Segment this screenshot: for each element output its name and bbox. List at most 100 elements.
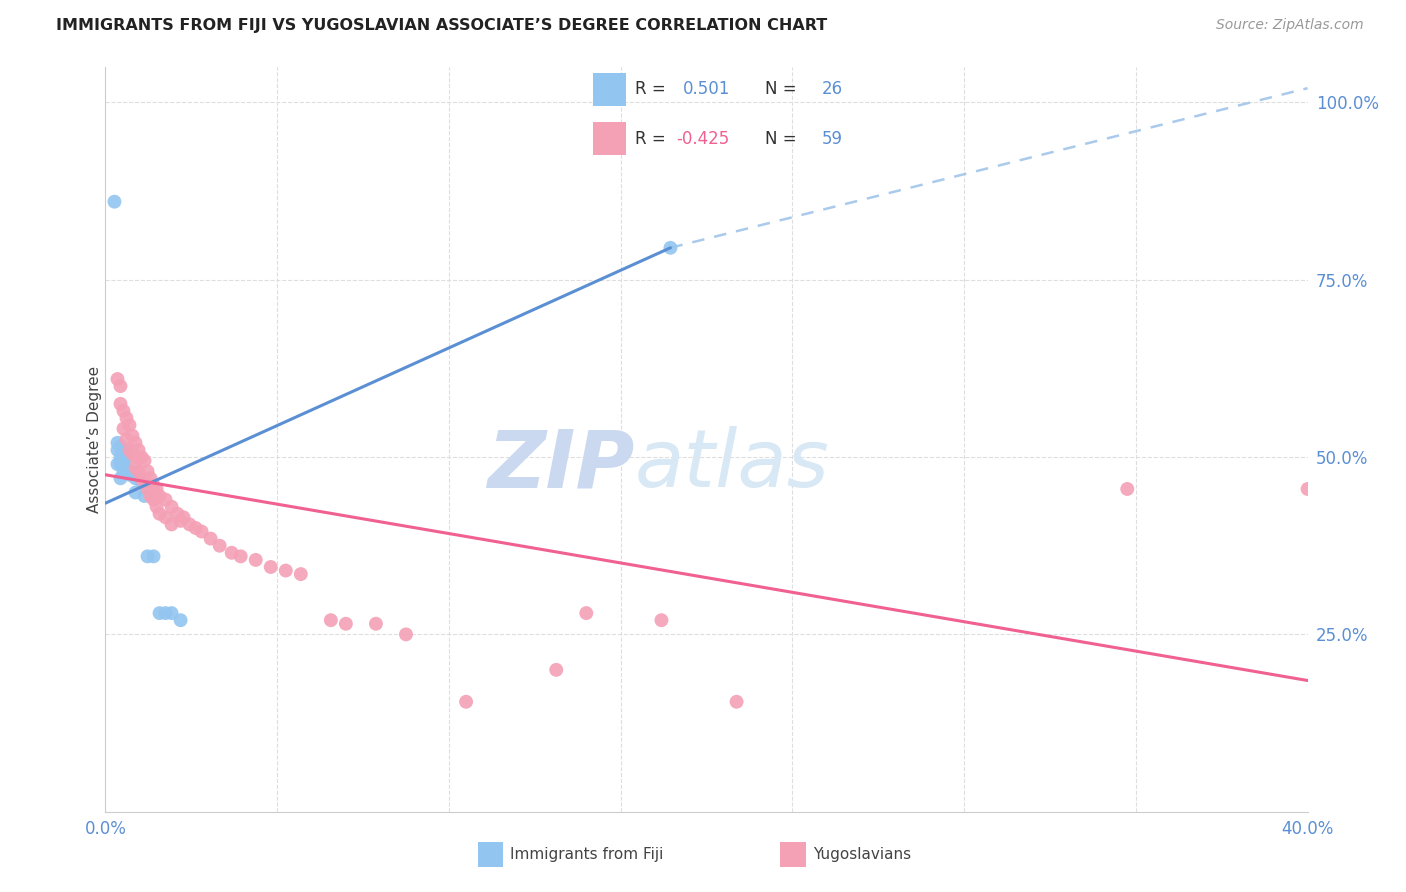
Point	[134, 475, 156, 489]
Point	[179, 517, 201, 532]
Point	[148, 489, 170, 503]
Point	[118, 467, 141, 482]
Point	[142, 492, 165, 507]
Text: Source: ZipAtlas.com: Source: ZipAtlas.com	[1216, 18, 1364, 32]
Point	[229, 549, 252, 564]
Text: Yugoslavians: Yugoslavians	[813, 847, 911, 862]
Point	[115, 460, 138, 475]
Text: R =: R =	[634, 130, 665, 148]
Point	[575, 606, 598, 620]
Point	[112, 422, 135, 436]
Point	[1296, 482, 1319, 496]
Point	[142, 549, 165, 564]
Text: IMMIGRANTS FROM FIJI VS YUGOSLAVIAN ASSOCIATE’S DEGREE CORRELATION CHART: IMMIGRANTS FROM FIJI VS YUGOSLAVIAN ASSO…	[56, 18, 828, 33]
Point	[245, 553, 267, 567]
Point	[131, 475, 153, 489]
Point	[134, 489, 156, 503]
Point	[121, 464, 143, 478]
Point	[110, 471, 132, 485]
Point	[136, 482, 159, 496]
Text: -0.425: -0.425	[676, 130, 730, 148]
Point	[124, 460, 146, 475]
Point	[546, 663, 568, 677]
Point	[274, 564, 297, 578]
Point	[160, 500, 183, 514]
Point	[725, 695, 748, 709]
Point	[139, 489, 162, 503]
Point	[1116, 482, 1139, 496]
Point	[190, 524, 212, 539]
Point	[134, 453, 156, 467]
Point	[115, 433, 138, 447]
Point	[124, 435, 146, 450]
Text: ZIP: ZIP	[486, 426, 634, 504]
Point	[139, 471, 162, 485]
Point	[155, 510, 177, 524]
Point	[107, 372, 129, 386]
Point	[221, 546, 243, 560]
FancyBboxPatch shape	[593, 122, 627, 155]
Point	[115, 411, 138, 425]
Text: 0.501: 0.501	[683, 79, 730, 97]
Point	[124, 450, 146, 464]
Point	[650, 613, 672, 627]
Point	[454, 695, 477, 709]
Point	[118, 418, 141, 433]
Point	[335, 616, 357, 631]
Point	[124, 471, 146, 485]
Text: 26: 26	[821, 79, 842, 97]
Point	[115, 450, 138, 464]
Point	[107, 457, 129, 471]
Point	[110, 450, 132, 464]
Point	[169, 514, 191, 528]
Point	[145, 482, 167, 496]
Point	[136, 464, 159, 478]
Point	[112, 404, 135, 418]
Point	[118, 442, 141, 457]
Point	[112, 453, 135, 467]
Point	[112, 464, 135, 478]
Point	[110, 457, 132, 471]
Point	[107, 435, 129, 450]
Point	[148, 507, 170, 521]
Y-axis label: Associate’s Degree: Associate’s Degree	[87, 366, 101, 513]
Point	[169, 613, 191, 627]
Text: atlas: atlas	[634, 426, 830, 504]
Point	[184, 521, 207, 535]
FancyBboxPatch shape	[478, 842, 503, 867]
Point	[155, 606, 177, 620]
Point	[166, 507, 188, 521]
Point	[136, 549, 159, 564]
Text: N =: N =	[765, 130, 797, 148]
Point	[160, 517, 183, 532]
Point	[107, 442, 129, 457]
Point	[121, 429, 143, 443]
Point	[110, 439, 132, 453]
Point	[173, 510, 195, 524]
Text: 59: 59	[821, 130, 842, 148]
Point	[364, 616, 387, 631]
Point	[112, 442, 135, 457]
Point	[124, 485, 146, 500]
Point	[148, 606, 170, 620]
Point	[395, 627, 418, 641]
FancyBboxPatch shape	[593, 73, 627, 105]
Point	[659, 241, 682, 255]
Point	[110, 397, 132, 411]
Point	[160, 606, 183, 620]
Point	[208, 539, 231, 553]
Point	[121, 446, 143, 460]
Point	[128, 442, 150, 457]
Point	[128, 464, 150, 478]
Point	[290, 567, 312, 582]
Text: R =: R =	[634, 79, 665, 97]
Point	[142, 478, 165, 492]
Point	[200, 532, 222, 546]
Point	[110, 379, 132, 393]
FancyBboxPatch shape	[780, 842, 806, 867]
Point	[260, 560, 283, 574]
Text: N =: N =	[765, 79, 797, 97]
Point	[319, 613, 342, 627]
Point	[145, 500, 167, 514]
Point	[103, 194, 125, 209]
